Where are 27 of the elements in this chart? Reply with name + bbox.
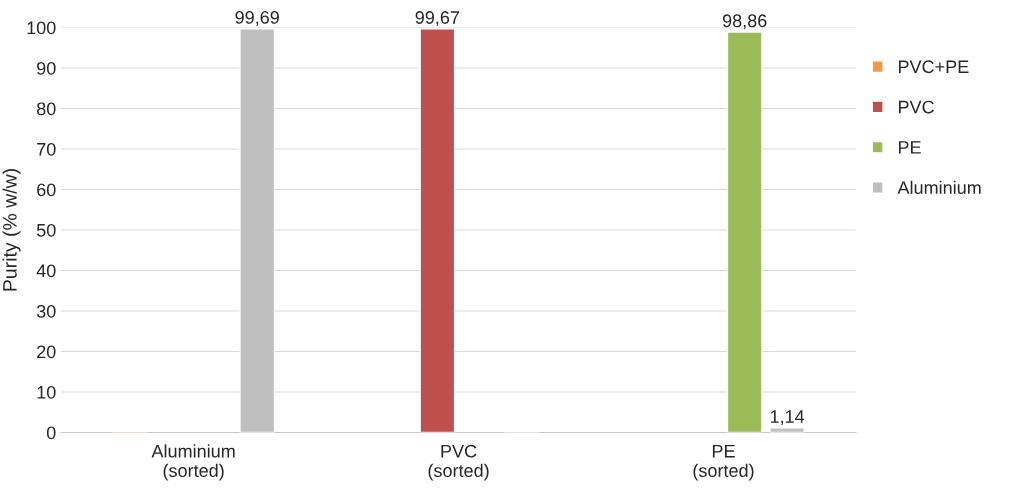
bar bbox=[726, 31, 763, 433]
x-tick-label: Aluminium (sorted) bbox=[151, 444, 235, 481]
y-tick-label: 20 bbox=[37, 345, 56, 359]
legend-label: Aluminium bbox=[897, 180, 981, 195]
legend-label: PE bbox=[898, 141, 921, 154]
y-tick-label: 30 bbox=[36, 304, 56, 318]
y-tick-label: 40 bbox=[36, 264, 56, 278]
y-tick-label: 70 bbox=[37, 142, 56, 156]
data-label: 98,86 bbox=[722, 14, 767, 30]
y-axis-title: Purity (% w/w) bbox=[2, 169, 21, 291]
y-tick-label: 100 bbox=[27, 21, 56, 35]
x-tick-label: PE (sorted) bbox=[693, 444, 754, 481]
y-tick-label: 60 bbox=[37, 183, 56, 197]
bar bbox=[769, 427, 805, 433]
legend-label: PVC bbox=[898, 100, 934, 114]
bar bbox=[239, 28, 276, 433]
y-tick-label: 0 bbox=[46, 426, 56, 440]
legend-label: PVC+PE bbox=[898, 60, 969, 74]
data-label: 1,14 bbox=[770, 410, 805, 426]
data-label: 99,69 bbox=[235, 11, 279, 26]
y-tick-label: 10 bbox=[37, 385, 56, 399]
bar bbox=[419, 28, 456, 433]
y-tick-label: 80 bbox=[36, 102, 56, 116]
data-label: 99,67 bbox=[415, 11, 460, 27]
y-tick-label: 50 bbox=[36, 223, 56, 237]
x-tick-label: PVC (sorted) bbox=[428, 444, 489, 481]
y-tick-label: 90 bbox=[37, 61, 56, 75]
